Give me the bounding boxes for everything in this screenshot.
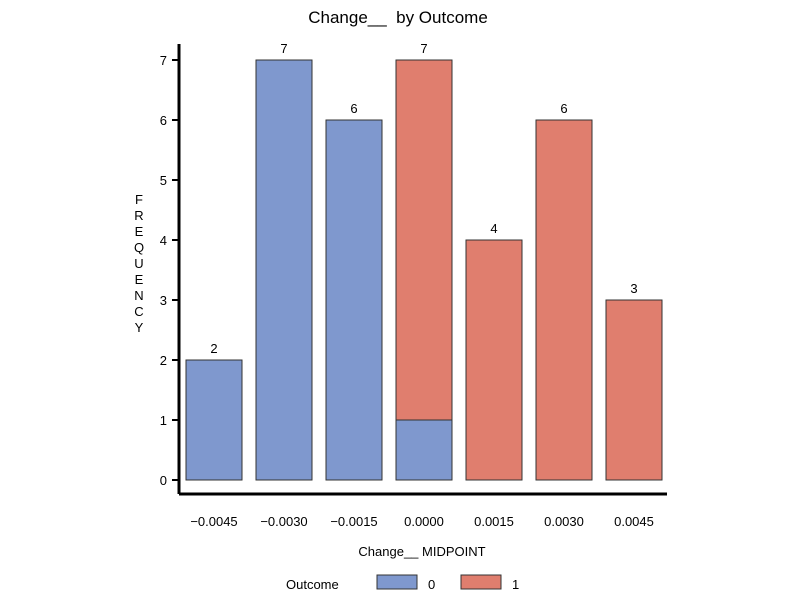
legend-label-1: 1: [512, 577, 519, 592]
x-tick-label: 0.0030: [544, 514, 584, 529]
bar-1-4: [465, 239, 523, 481]
bar-total-label: 7: [420, 41, 427, 56]
legend-title: Outcome: [286, 577, 339, 592]
y-axis: 0 1 2 3 4 5 6 7: [160, 44, 181, 494]
bar-total-label: 7: [280, 41, 287, 56]
y-tick-label: 4: [160, 233, 167, 248]
bar-1-3: [395, 59, 453, 421]
bar-total-label: 6: [560, 101, 567, 116]
bar-1-5: [535, 119, 593, 481]
x-tick-label: 0.0045: [614, 514, 654, 529]
bar-total-label: 2: [210, 341, 217, 356]
bar-0-0: [185, 359, 243, 481]
bars: 2 7 6 7 4 6 3: [185, 41, 663, 481]
y-tick-label: 5: [160, 173, 167, 188]
legend: Outcome 0 1: [286, 574, 519, 592]
bar-1-6: [605, 299, 663, 481]
x-tick-label: −0.0045: [190, 514, 237, 529]
bar-total-label: 4: [490, 221, 497, 236]
y-tick-label: 0: [160, 473, 167, 488]
legend-swatch-1: [460, 574, 502, 590]
legend-label-0: 0: [428, 577, 435, 592]
bar-total-label: 6: [350, 101, 357, 116]
x-tick-label: −0.0015: [330, 514, 377, 529]
y-tick-label: 6: [160, 113, 167, 128]
y-tick-label: 7: [160, 53, 167, 68]
chart-title: Change__ by Outcome: [308, 8, 488, 27]
x-axis-label: Change__ MIDPOINT: [358, 544, 485, 559]
bar-0-1: [255, 59, 313, 481]
x-tick-label: 0.0015: [474, 514, 514, 529]
x-axis: −0.0045 −0.0030 −0.0015 0.0000 0.0015 0.0030 0…: [179, 492, 667, 529]
y-tick-label: 1: [160, 413, 167, 428]
bar-0-3: [395, 419, 453, 481]
y-tick-label: 3: [160, 293, 167, 308]
y-tick-label: 2: [160, 353, 167, 368]
x-tick-label: 0.0000: [404, 514, 444, 529]
x-tick-label: −0.0030: [260, 514, 307, 529]
legend-swatch-0: [376, 574, 418, 590]
bar-total-label: 3: [630, 281, 637, 296]
bar-0-2: [325, 119, 383, 481]
